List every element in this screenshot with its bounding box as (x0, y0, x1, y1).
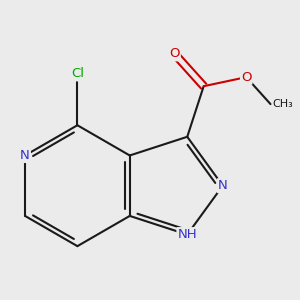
Text: NH: NH (177, 228, 197, 241)
Text: Cl: Cl (71, 68, 84, 80)
Text: O: O (169, 47, 180, 60)
Text: N: N (20, 149, 30, 162)
Text: CH₃: CH₃ (272, 99, 293, 109)
Text: N: N (218, 179, 228, 192)
Text: O: O (241, 70, 251, 84)
